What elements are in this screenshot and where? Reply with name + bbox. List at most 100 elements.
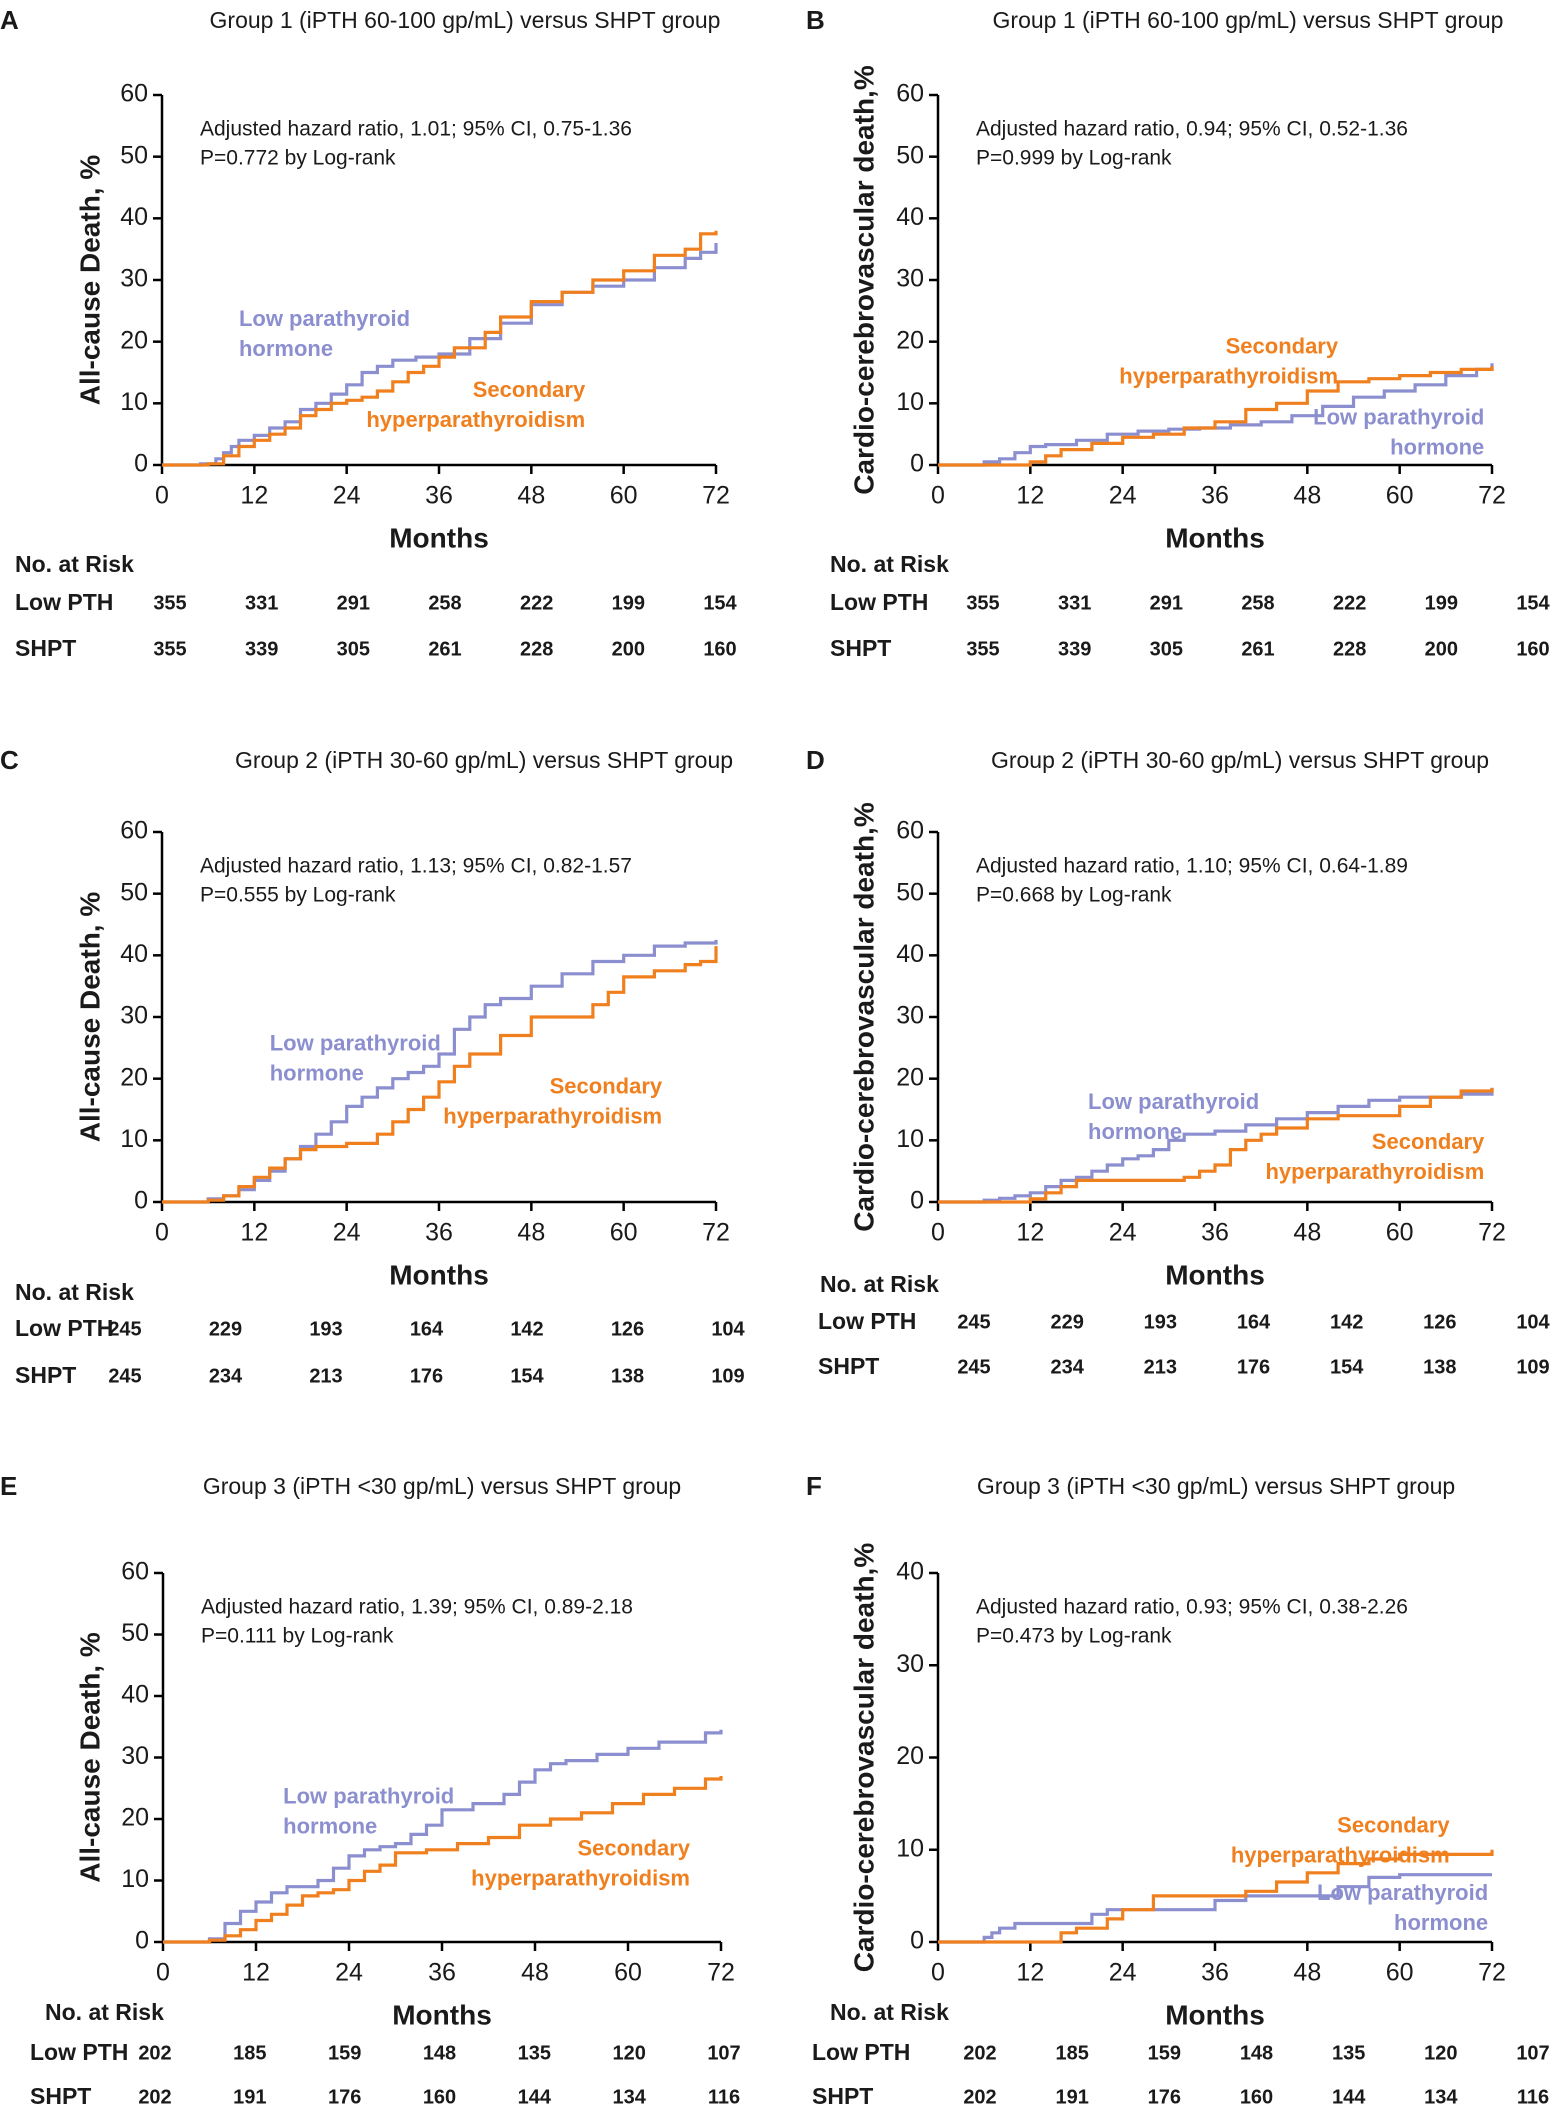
x-tick-label: 24	[335, 1959, 363, 1987]
risk-row-label: SHPT	[830, 635, 891, 661]
risk-value: 164	[410, 1318, 444, 1340]
x-tick-label: 48	[1293, 482, 1321, 510]
risk-value: 107	[707, 2042, 740, 2064]
risk-value: 258	[1241, 592, 1274, 614]
risk-value: 222	[1333, 592, 1366, 614]
x-tick-label: 36	[1201, 1959, 1229, 1987]
y-tick-label: 20	[121, 1804, 149, 1832]
risk-value: 116	[1517, 2086, 1549, 2108]
risk-value: 159	[1148, 2042, 1181, 2064]
risk-table-header: No. at Risk	[45, 1999, 164, 2025]
series-line-shpt	[938, 1849, 1494, 1944]
risk-value: 234	[209, 1365, 243, 1387]
risk-value: 193	[1144, 1311, 1177, 1333]
risk-value: 160	[1516, 638, 1549, 660]
series-label: hyperparathyroidism	[471, 1866, 690, 1891]
risk-row-label: Low PTH	[15, 1315, 113, 1341]
y-tick-label: 0	[134, 1187, 148, 1215]
risk-value: 160	[1240, 2086, 1273, 2108]
risk-table-header: No. at Risk	[15, 1279, 134, 1305]
x-tick-label: 36	[428, 1959, 456, 1987]
series-line-shpt	[938, 366, 1494, 467]
x-tick-label: 24	[333, 1219, 361, 1247]
y-tick-label: 10	[896, 1125, 924, 1153]
risk-row-label: Low PTH	[830, 589, 928, 615]
y-tick-label: 30	[120, 265, 148, 293]
y-tick-label: 20	[896, 1742, 924, 1770]
km-panel-c: C Group 2 (iPTH 30-60 gp/mL) versus SHPT …	[0, 745, 746, 1388]
risk-row-label: SHPT	[15, 1362, 76, 1388]
series-line-low-pth	[938, 1087, 1494, 1204]
x-tick-label: 36	[425, 482, 453, 510]
y-tick-label: 40	[120, 940, 148, 968]
risk-value: 144	[1332, 2086, 1366, 2108]
y-tick-label: 10	[896, 388, 924, 416]
series-label: hyperparathyroidism	[443, 1104, 662, 1129]
risk-value: 199	[612, 592, 645, 614]
risk-value: 109	[1516, 1356, 1549, 1378]
x-tick-label: 0	[155, 1219, 169, 1247]
y-tick-label: 10	[121, 1865, 149, 1893]
x-tick-label: 48	[521, 1959, 549, 1987]
series-line-shpt	[162, 230, 718, 467]
y-tick-label: 0	[134, 450, 148, 478]
risk-value: 154	[1516, 592, 1550, 614]
x-axis-label: Months	[392, 1999, 492, 2030]
series-label: hormone	[1394, 1910, 1488, 1935]
series-label: hyperparathyroidism	[1265, 1159, 1484, 1184]
x-tick-label: 60	[1386, 1219, 1414, 1247]
p-value-annotation: P=0.772 by Log-rank	[200, 147, 396, 170]
risk-row-label: Low PTH	[818, 1308, 916, 1334]
y-tick-label: 20	[896, 326, 924, 354]
risk-value: 109	[711, 1365, 744, 1387]
risk-value: 176	[328, 2086, 361, 2108]
risk-value: 291	[1150, 592, 1183, 614]
km-panel-b: B Group 1 (iPTH 60-100 gp/mL) versus SHPT…	[806, 5, 1550, 661]
panel-letter: F	[806, 1471, 822, 1501]
series-line-low-pth	[163, 1729, 723, 1944]
risk-value: 200	[612, 638, 645, 660]
risk-value: 339	[245, 638, 278, 660]
chart-title: Group 2 (iPTH 30-60 gp/mL) versus SHPT g…	[235, 747, 733, 773]
series-label: hormone	[270, 1061, 364, 1086]
risk-value: 104	[711, 1318, 745, 1340]
series-label: Secondary	[578, 1836, 691, 1861]
risk-value: 355	[966, 638, 999, 660]
panel-letter: A	[0, 5, 19, 35]
risk-row-label: SHPT	[818, 1353, 879, 1379]
risk-value: 229	[209, 1318, 242, 1340]
risk-value: 148	[423, 2042, 456, 2064]
risk-value: 116	[708, 2086, 740, 2108]
x-tick-label: 72	[1478, 1959, 1506, 1987]
series-label: Secondary	[1372, 1129, 1485, 1154]
x-tick-label: 72	[1478, 482, 1506, 510]
p-value-annotation: P=0.555 by Log-rank	[200, 884, 396, 907]
risk-value: 222	[520, 592, 553, 614]
risk-value: 228	[520, 638, 553, 660]
risk-value: 339	[1058, 638, 1091, 660]
x-axis-label: Months	[389, 1259, 489, 1290]
x-tick-label: 0	[156, 1959, 170, 1987]
p-value-annotation: P=0.473 by Log-rank	[976, 1625, 1172, 1648]
panel-letter: D	[806, 745, 825, 775]
hazard-ratio-annotation: Adjusted hazard ratio, 1.01; 95% CI, 0.7…	[200, 118, 632, 141]
risk-value: 291	[337, 592, 370, 614]
series-line-shpt	[162, 946, 718, 1204]
y-tick-label: 20	[896, 1063, 924, 1091]
hazard-ratio-annotation: Adjusted hazard ratio, 0.94; 95% CI, 0.5…	[976, 118, 1408, 141]
y-tick-label: 30	[896, 1650, 924, 1678]
x-tick-label: 12	[1016, 1219, 1044, 1247]
risk-row-label: Low PTH	[15, 589, 113, 615]
y-axis-label: Cardio-cerebrovascular death,%	[848, 65, 879, 495]
risk-value: 160	[423, 2086, 456, 2108]
x-tick-label: 60	[1386, 482, 1414, 510]
p-value-annotation: P=0.668 by Log-rank	[976, 884, 1172, 907]
risk-value: 191	[233, 2086, 266, 2108]
risk-value: 202	[138, 2086, 171, 2108]
risk-value: 234	[1050, 1356, 1084, 1378]
x-axis-label: Months	[389, 522, 489, 553]
y-tick-label: 60	[896, 817, 924, 845]
series-label: Secondary	[473, 377, 586, 402]
panel-letter: E	[0, 1471, 17, 1501]
